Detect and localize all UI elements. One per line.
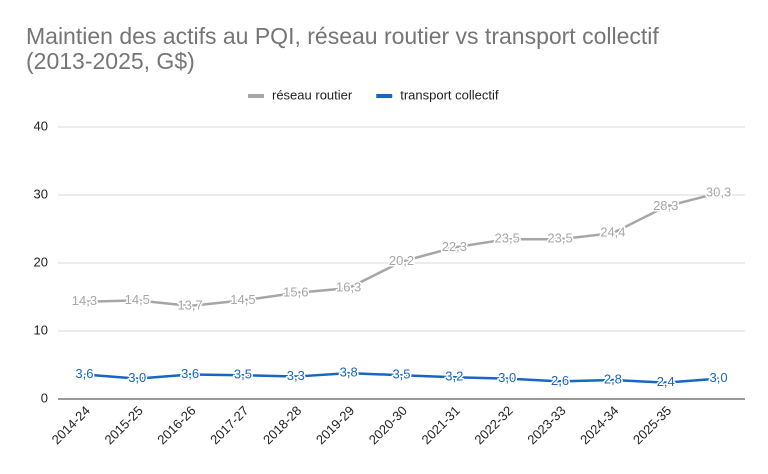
data-label: 14,5: [230, 292, 255, 307]
data-label: 3,0: [710, 370, 728, 385]
series-line: [84, 371, 719, 384]
data-label: 3,2: [445, 369, 463, 384]
y-tick-label: 0: [41, 390, 48, 405]
x-tick-label: 2017-27: [207, 403, 251, 447]
data-label: 24,4: [600, 225, 625, 240]
y-tick-label: 20: [34, 254, 48, 269]
y-tick-label: 40: [34, 118, 48, 133]
x-tick-label: 2024-34: [577, 403, 621, 447]
chart-title: Maintien des actifs au PQI, réseau routi…: [26, 23, 659, 49]
data-label: 3,6: [75, 366, 93, 381]
x-tick-label: 2023-33: [524, 403, 568, 447]
data-label: 2,4: [657, 374, 675, 389]
data-label: 13,7: [177, 297, 202, 312]
data-label: 2,6: [551, 373, 569, 388]
x-tick-label: 2015-25: [101, 403, 145, 447]
x-tick-label: 2016-26: [154, 403, 198, 447]
data-label: 30,3: [706, 184, 731, 199]
data-label: 14,3: [72, 293, 97, 308]
x-tick-label: 2020-30: [366, 403, 410, 447]
data-label: 20,2: [389, 253, 414, 268]
x-tick-label: 2021-31: [419, 403, 463, 447]
data-label: 3,6: [181, 366, 199, 381]
data-label: 15,6: [283, 284, 308, 299]
y-tick-label: 10: [34, 322, 48, 337]
data-label: 2,8: [604, 371, 622, 386]
data-label: 3,0: [498, 370, 516, 385]
x-tick-label: 2025-35: [630, 403, 674, 447]
y-tick-label: 30: [34, 186, 48, 201]
data-label: 14,5: [125, 292, 150, 307]
data-label: 3,5: [234, 367, 252, 382]
chart-title: (2013-2025, G$): [26, 48, 195, 74]
data-label: 16,3: [336, 280, 361, 295]
data-label: 23,5: [547, 231, 572, 246]
legend-label: réseau routier: [272, 87, 353, 102]
series-line: [84, 191, 719, 308]
data-label: 3,0: [128, 370, 146, 385]
x-tick-label: 2022-32: [471, 403, 515, 447]
x-tick-label: 2014-24: [49, 403, 93, 447]
data-label: 3,3: [287, 368, 305, 383]
legend-label: transport collectif: [400, 87, 499, 102]
data-label: 3,8: [340, 365, 358, 380]
x-tick-label: 2019-29: [313, 403, 357, 447]
data-label: 22,3: [442, 239, 467, 254]
x-tick-label: 2018-28: [260, 403, 304, 447]
data-label: 28,3: [653, 198, 678, 213]
data-label: 3,5: [392, 367, 410, 382]
data-label: 23,5: [495, 231, 520, 246]
